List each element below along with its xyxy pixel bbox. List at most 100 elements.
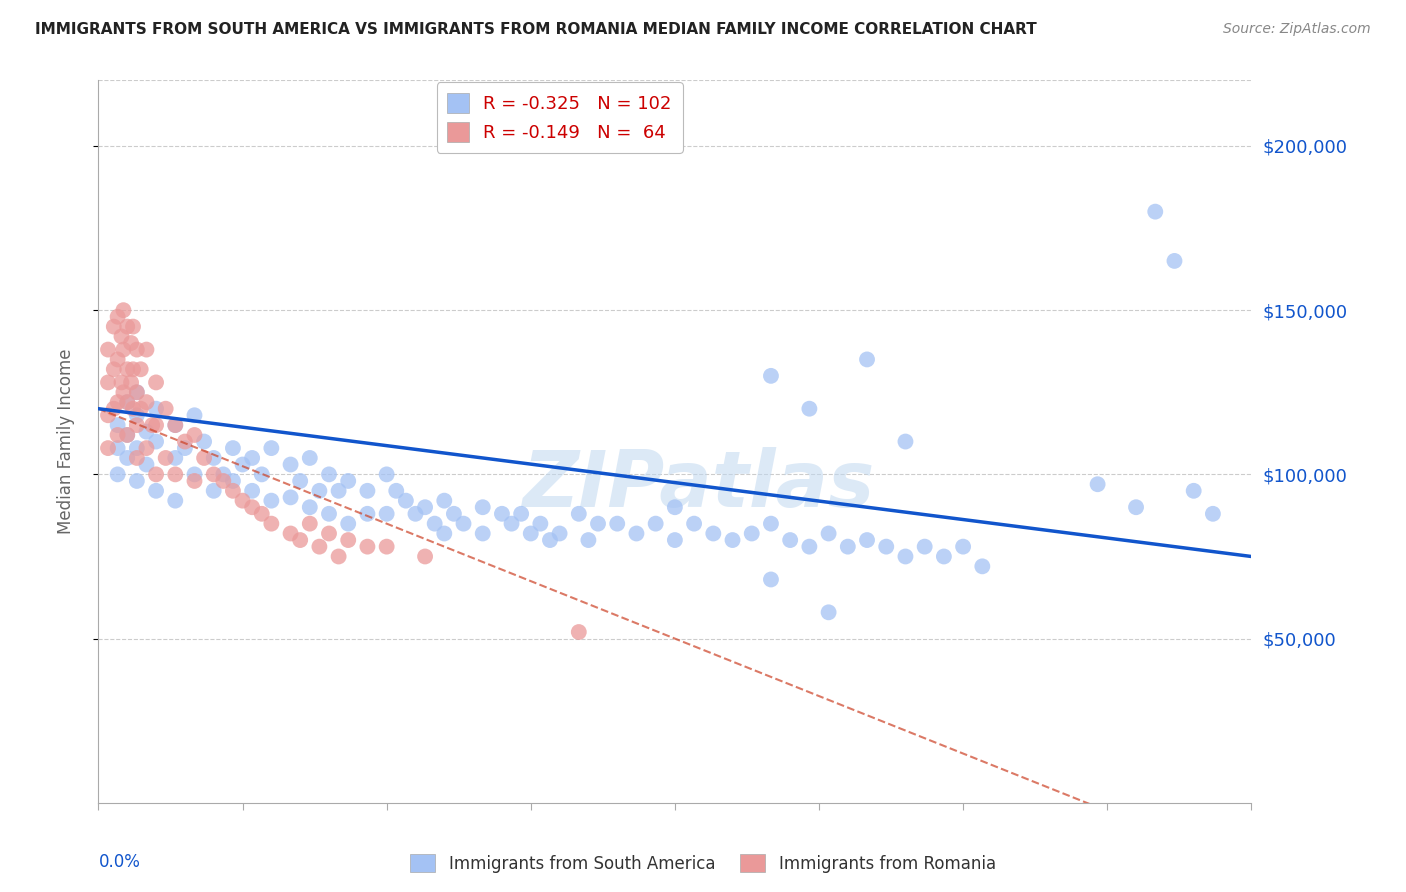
Point: [110, 376, 132, 390]
Point: [117, 395, 139, 409]
Point: [145, 434, 167, 449]
Point: [129, 362, 152, 376]
Point: [193, 450, 215, 465]
Point: [356, 540, 378, 554]
Point: [117, 362, 139, 376]
Point: [155, 401, 177, 416]
Point: [328, 483, 350, 498]
Point: [413, 500, 436, 515]
Point: [260, 516, 283, 531]
Point: [250, 467, 273, 482]
Point: [107, 428, 129, 442]
Point: [664, 500, 686, 515]
Point: [799, 401, 821, 416]
Point: [240, 450, 263, 465]
Point: [1163, 253, 1185, 268]
Point: [280, 526, 302, 541]
Point: [538, 533, 561, 547]
Point: [395, 493, 418, 508]
Point: [779, 533, 801, 547]
Point: [328, 549, 350, 564]
Point: [202, 483, 225, 498]
Point: [135, 458, 157, 472]
Point: [914, 540, 936, 554]
Point: [433, 493, 456, 508]
Point: [97, 409, 120, 423]
Point: [145, 467, 167, 482]
Point: [135, 441, 157, 455]
Point: [520, 526, 543, 541]
Point: [529, 516, 551, 531]
Point: [212, 474, 235, 488]
Point: [107, 467, 129, 482]
Point: [644, 516, 666, 531]
Point: [298, 500, 321, 515]
Point: [405, 507, 427, 521]
Point: [952, 540, 974, 554]
Point: [586, 516, 609, 531]
Point: [174, 441, 197, 455]
Point: [856, 533, 879, 547]
Point: [112, 343, 135, 357]
Point: [856, 352, 879, 367]
Point: [260, 441, 283, 455]
Point: [125, 450, 148, 465]
Point: [375, 507, 398, 521]
Point: [1182, 483, 1205, 498]
Point: [107, 395, 129, 409]
Point: [117, 450, 139, 465]
Point: [894, 434, 917, 449]
Point: [141, 418, 163, 433]
Point: [240, 500, 263, 515]
Point: [125, 343, 148, 357]
Point: [1144, 204, 1167, 219]
Point: [280, 458, 302, 472]
Point: [165, 418, 187, 433]
Point: [145, 401, 167, 416]
Point: [664, 533, 686, 547]
Point: [932, 549, 955, 564]
Point: [165, 450, 187, 465]
Point: [107, 310, 129, 324]
Point: [702, 526, 724, 541]
Point: [337, 474, 360, 488]
Point: [135, 425, 157, 439]
Point: [117, 428, 139, 442]
Point: [155, 450, 177, 465]
Point: [741, 526, 763, 541]
Point: [413, 549, 436, 564]
Point: [112, 303, 135, 318]
Point: [97, 441, 120, 455]
Point: [117, 319, 139, 334]
Point: [107, 441, 129, 455]
Point: [375, 467, 398, 482]
Point: [1202, 507, 1225, 521]
Point: [202, 467, 225, 482]
Point: [183, 409, 205, 423]
Point: [222, 441, 245, 455]
Point: [250, 507, 273, 521]
Point: [122, 362, 145, 376]
Point: [165, 467, 187, 482]
Point: [375, 540, 398, 554]
Point: [135, 343, 157, 357]
Point: [135, 395, 157, 409]
Point: [308, 483, 330, 498]
Point: [165, 418, 187, 433]
Point: [183, 467, 205, 482]
Point: [112, 385, 135, 400]
Point: [443, 507, 465, 521]
Point: [222, 483, 245, 498]
Point: [97, 343, 120, 357]
Point: [318, 467, 340, 482]
Point: [606, 516, 628, 531]
Point: [433, 526, 456, 541]
Point: [1087, 477, 1109, 491]
Point: [125, 418, 148, 433]
Point: [212, 467, 235, 482]
Point: [110, 329, 132, 343]
Point: [165, 493, 187, 508]
Point: [683, 516, 706, 531]
Point: [385, 483, 408, 498]
Point: [97, 376, 120, 390]
